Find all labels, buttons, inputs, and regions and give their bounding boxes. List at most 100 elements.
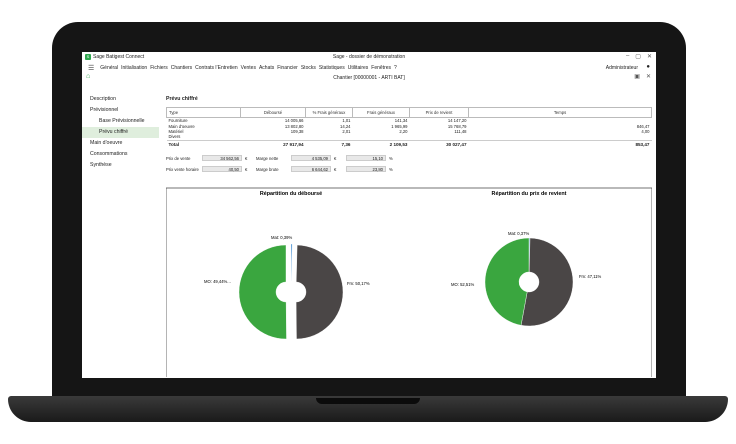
- home-icon[interactable]: ⌂: [86, 73, 91, 80]
- table-cell: Matériel: [168, 128, 184, 134]
- menu-bar: ☰ Général Initialisation Fichiers Chanti…: [82, 62, 656, 73]
- table-cell: 1,01: [342, 118, 351, 124]
- table-cell: 14,24: [340, 123, 351, 129]
- menu-financier[interactable]: Financier: [277, 64, 298, 71]
- hamburger-menu-icon[interactable]: ☰: [88, 64, 95, 72]
- cost-table: Type Déboursé % Frais généraux Frais gén…: [166, 107, 652, 149]
- table-row[interactable]: Matériel 109,38 2,01 2,20 111,48 4,00: [167, 129, 652, 134]
- section-title: Prévu chiffré: [166, 96, 198, 102]
- table-cell: 13 802,80: [284, 123, 304, 129]
- sidebar-item-synthese[interactable]: Synthèse: [90, 162, 112, 168]
- menu-fichiers[interactable]: Fichiers: [150, 64, 168, 71]
- pie-data-label: Mat: 0,39%: [271, 235, 292, 240]
- charts-area: Répartition du déboursé Mat: 0,39% MO: 49,…: [166, 187, 652, 377]
- context-bar: ⌂ Chantier [00000001 - ARTI BAT] ▣ ✕: [82, 73, 656, 83]
- table-cell: 27 917,94: [240, 139, 306, 149]
- currency-unit: €: [245, 155, 248, 161]
- app-screen: S Sage Batigest Connect Sage - dossier d…: [82, 52, 656, 378]
- menu-stocks[interactable]: Stocks: [300, 64, 316, 71]
- maximize-icon[interactable]: ▢: [635, 54, 641, 60]
- title-bar: S Sage Batigest Connect Sage - dossier d…: [82, 52, 656, 62]
- close-document-icon[interactable]: ✕: [645, 74, 651, 80]
- menu-utilitaires[interactable]: Utilitaires: [347, 64, 369, 71]
- marge-brute-label: Marge brute: [256, 166, 279, 172]
- currency-unit: €: [245, 166, 248, 172]
- menu-initialisation[interactable]: Initialisation: [121, 64, 148, 71]
- table-cell: Fourniture: [168, 118, 188, 124]
- marge-nette-field[interactable]: 4 535,09: [291, 154, 331, 161]
- minimize-icon[interactable]: –: [625, 53, 630, 59]
- table-cell: 2,01: [342, 128, 351, 134]
- table-cell: 141,34: [394, 118, 408, 124]
- prix-vente-field[interactable]: 34 562,56: [202, 154, 242, 161]
- pie-slice-fm: [484, 237, 530, 326]
- main-content: Prévu chiffré Type Déboursé % Frais géné…: [166, 96, 652, 179]
- table-cell: 2,20: [399, 128, 408, 134]
- window-title: Sage - dossier de démonstration: [332, 54, 406, 60]
- table-cell: 2 109,53: [352, 139, 410, 149]
- table-cell: Total: [166, 139, 241, 149]
- menu-chantiers[interactable]: Chantiers: [170, 64, 193, 71]
- column-header[interactable]: % Frais généraux: [305, 107, 353, 118]
- table-cell: 111,48: [454, 128, 467, 134]
- sidebar-item-consommations[interactable]: Consommations: [90, 151, 128, 157]
- menu-statistiques[interactable]: Statistiques: [318, 64, 345, 71]
- pie-slice-mat: [290, 243, 293, 282]
- chart-title: Répartition du déboursé: [260, 191, 322, 197]
- sidebar-item-prevu-chiffre[interactable]: Prévu chiffré: [82, 127, 159, 138]
- sidebar: Description Prévisionnel Base Prévisionn…: [82, 94, 159, 171]
- pie-data-label: Fm: 50,17%: [347, 281, 370, 286]
- kpi-panel: Prix de vente 34 562,56 € Prix vente hor…: [166, 154, 652, 179]
- table-cell: Divers: [168, 134, 181, 140]
- column-header[interactable]: Frais généraux: [352, 107, 410, 118]
- menu-contrats[interactable]: Contrats l’Entretien: [195, 64, 238, 71]
- pie-data-label: Fm: 47,11%: [579, 274, 602, 279]
- table-cell: 15 768,79: [447, 123, 467, 129]
- menu-fenetres[interactable]: Fenêtres: [371, 64, 392, 71]
- user-icon[interactable]: ●: [646, 64, 650, 70]
- marge-brute-field[interactable]: 6 644,62: [291, 165, 331, 172]
- table-cell: Main d'oeuvre: [168, 123, 195, 129]
- table-cell: 7,36: [305, 139, 353, 149]
- column-header[interactable]: Type: [166, 107, 241, 118]
- sidebar-item-main-oeuvre[interactable]: Main d'oeuvre: [90, 140, 123, 146]
- laptop-notch: [316, 398, 420, 404]
- context-title: Chantier [00000001 - ARTI BAT]: [333, 75, 405, 81]
- marge-nette-label: Marge nette: [256, 155, 279, 161]
- user-name[interactable]: Administrateur: [605, 65, 638, 71]
- column-header[interactable]: Prix de revient: [409, 107, 469, 118]
- table-cell: 4,00: [641, 128, 650, 134]
- table-cell: 109,38: [290, 128, 304, 134]
- table-cell: 846,47: [636, 123, 650, 129]
- pie-slice-mo: [295, 244, 344, 340]
- sidebar-item-description[interactable]: Description: [90, 96, 116, 102]
- table-row[interactable]: Main d'oeuvre 13 802,80 14,24 1 965,99 1…: [167, 123, 652, 129]
- menu-achats[interactable]: Achats: [258, 64, 275, 71]
- close-icon[interactable]: ✕: [646, 54, 652, 60]
- percent-unit: %: [389, 166, 393, 172]
- table-cell: 14 147,20: [447, 118, 467, 124]
- chart-title: Répartition du prix de revient: [492, 191, 567, 197]
- marge-nette-pct-field[interactable]: 15,10: [346, 154, 386, 161]
- table-row[interactable]: Divers: [167, 134, 652, 140]
- prix-vente-horaire-field[interactable]: 40,50: [202, 165, 242, 172]
- column-header[interactable]: Temps: [468, 107, 652, 118]
- sidebar-item-previsionnel[interactable]: Prévisionnel: [90, 107, 119, 113]
- marge-brute-pct-field[interactable]: 23,80: [346, 165, 386, 172]
- menu-ventes[interactable]: Ventes: [240, 64, 256, 71]
- table-cell: 1 965,99: [391, 123, 408, 129]
- table-cell: 14 005,66: [284, 118, 304, 124]
- menu-general[interactable]: Général: [100, 64, 119, 71]
- pie-data-label: MO: 52,51%: [451, 282, 475, 287]
- table-row[interactable]: Fourniture 14 005,66 1,01 141,34 14 147,…: [167, 118, 652, 124]
- menu-help[interactable]: ?: [394, 64, 397, 71]
- table-cell: 30 027,47: [409, 139, 469, 149]
- save-icon[interactable]: ▣: [634, 74, 640, 80]
- percent-unit: %: [389, 155, 393, 161]
- sidebar-item-base-previsionnelle[interactable]: Base Prévisionnelle: [99, 118, 145, 124]
- app-name: Sage Batigest Connect: [93, 54, 145, 60]
- table-total-row[interactable]: Total 27 917,94 7,36 2 109,53 30 027,47 …: [166, 139, 652, 149]
- prix-vente-label: Prix de vente: [166, 155, 191, 161]
- currency-unit: €: [334, 155, 337, 161]
- column-header[interactable]: Déboursé: [240, 107, 306, 118]
